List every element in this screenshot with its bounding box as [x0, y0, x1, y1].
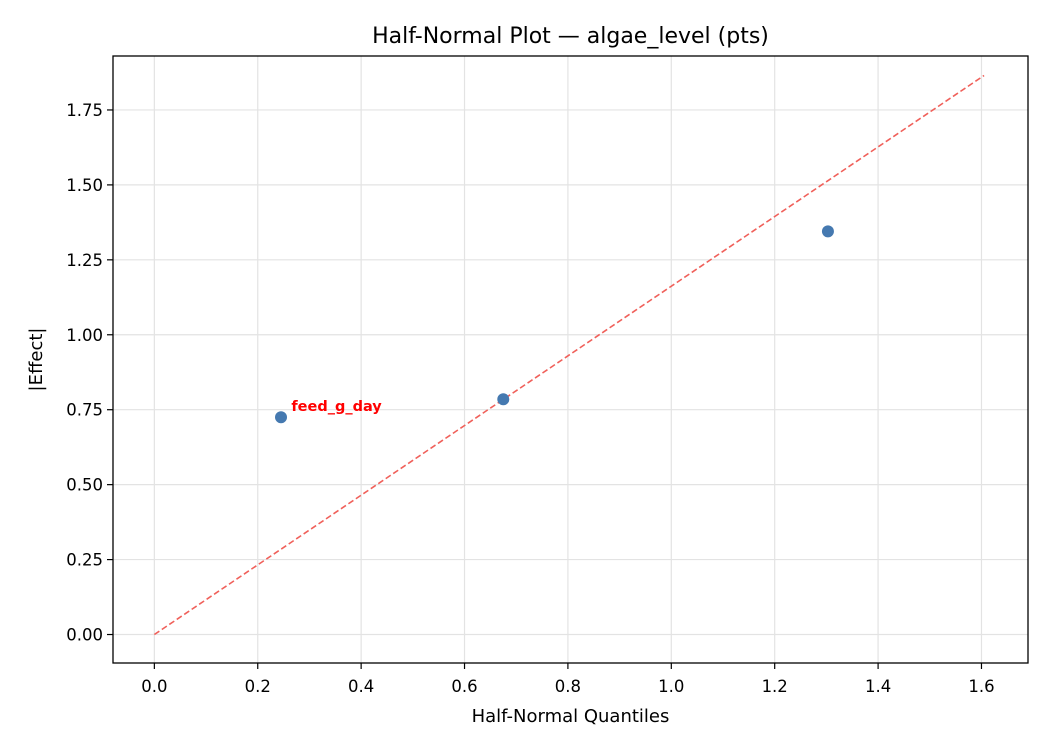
x-axis-ticks: 0.0 0.2 0.4 0.6 0.8 1.0 1.2 1.4 1.6 — [141, 663, 995, 696]
y-tick-label: 1.00 — [66, 326, 103, 345]
grid — [113, 56, 1028, 663]
x-tick-label: 0.2 — [245, 677, 271, 696]
data-point — [497, 393, 510, 406]
reference-line-layer — [153, 74, 985, 636]
data-point — [275, 411, 288, 424]
x-tick-label: 0.4 — [348, 677, 374, 696]
chart-title: Half-Normal Plot — algae_level (pts) — [372, 24, 769, 49]
x-tick-label: 1.0 — [658, 677, 684, 696]
y-tick-label: 1.50 — [66, 176, 103, 195]
x-tick-label: 0.8 — [555, 677, 581, 696]
plot-frame — [112, 55, 1029, 664]
x-axis-label: Half-Normal Quantiles — [472, 706, 670, 727]
y-tick-label: 1.25 — [66, 251, 103, 270]
points-layer — [275, 225, 834, 424]
y-tick-label: 0.25 — [66, 551, 103, 570]
data-point — [821, 225, 834, 238]
x-tick-label: 0.0 — [141, 677, 167, 696]
x-tick-label: 1.6 — [968, 677, 994, 696]
reference-line — [153, 74, 985, 636]
y-axis-label: |Effect| — [26, 328, 47, 392]
y-axis-ticks: 0.00 0.25 0.50 0.75 1.00 1.25 1.50 1.75 — [66, 101, 113, 645]
x-tick-label: 1.2 — [762, 677, 788, 696]
annotations-layer: feed_g_day — [291, 399, 382, 415]
y-tick-label: 1.75 — [66, 101, 103, 120]
y-tick-label: 0.50 — [66, 476, 103, 495]
y-tick-label: 0.75 — [66, 401, 103, 420]
point-annotation: feed_g_day — [291, 399, 382, 415]
x-tick-label: 1.4 — [865, 677, 891, 696]
y-tick-label: 0.00 — [66, 626, 103, 645]
x-tick-label: 0.6 — [451, 677, 477, 696]
